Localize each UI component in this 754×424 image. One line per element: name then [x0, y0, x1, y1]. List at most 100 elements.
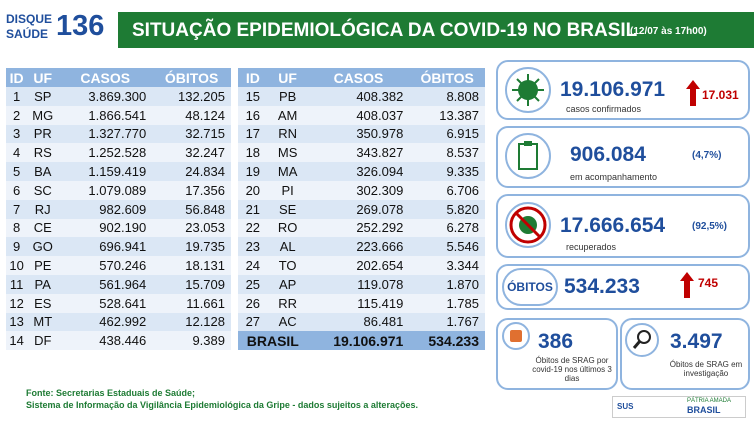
cell: MA: [267, 162, 308, 181]
cell: 22: [238, 218, 268, 238]
column-header: ÓBITOS: [152, 68, 231, 87]
cell: BRASIL: [238, 331, 308, 351]
cell: TO: [267, 256, 308, 275]
cell: GO: [27, 237, 59, 257]
cell: 56.848: [152, 199, 231, 219]
cell: 132.205: [152, 87, 231, 106]
cell: 5.820: [409, 199, 485, 219]
cell: 528.641: [58, 293, 153, 313]
cell: PR: [27, 124, 59, 144]
cell: 12: [6, 293, 28, 313]
cell: 408.037: [307, 105, 410, 125]
total-row: BRASIL 19.106.971 534.233: [238, 331, 485, 351]
cell: 1.327.770: [58, 124, 153, 144]
cell: 3.869.300: [58, 87, 153, 106]
cell: CE: [27, 218, 59, 238]
row: 7 RJ 982.609 56.848: [6, 199, 231, 219]
cell: 10: [6, 256, 28, 275]
cell: 350.978: [307, 124, 410, 144]
cell: 4: [6, 143, 28, 163]
row: 18 MS 343.827 8.537: [238, 143, 485, 163]
row: 19 MA 326.094 9.335: [238, 162, 485, 181]
cell: 1.866.541: [58, 105, 153, 125]
cell: 20: [238, 180, 268, 200]
table-states-1: ID UF CASOS ÓBITOS 1 SP 3.869.300 132.205 2 MG 1.8…: [6, 68, 231, 351]
cell: BA: [27, 162, 59, 181]
cell: MG: [27, 105, 59, 125]
cell: 6.706: [409, 180, 485, 200]
cell: 1: [6, 87, 28, 106]
card-srag-investigation: 3.497 Óbitos de SRAG em investigação: [620, 318, 750, 390]
cell: 8.808: [409, 87, 485, 106]
cell: 1.785: [409, 293, 485, 313]
cell: 6.915: [409, 124, 485, 144]
cell: AL: [267, 237, 308, 257]
cell: 11: [6, 274, 28, 294]
row: 25 AP 119.078 1.870: [238, 274, 485, 294]
cell: DF: [27, 331, 59, 351]
cell: 1.079.089: [58, 180, 153, 200]
card-recovered: 17.666.654 (92,5%) recuperados: [496, 194, 750, 258]
cell: RN: [267, 124, 308, 144]
row: 12 ES 528.641 11.661: [6, 293, 231, 313]
cell: 17.356: [152, 180, 231, 200]
cell: 24: [238, 256, 268, 275]
cell: 302.309: [307, 180, 410, 200]
cell: 269.078: [307, 199, 410, 219]
cell: AM: [267, 105, 308, 125]
cell: SE: [267, 199, 308, 219]
cell: 26: [238, 293, 268, 313]
label: Óbitos de SRAG por covid-19 nos últimos …: [532, 356, 612, 383]
row: 26 RR 115.419 1.785: [238, 293, 485, 313]
cell: 5.546: [409, 237, 485, 257]
value: 386: [538, 330, 574, 353]
row: 17 RN 350.978 6.915: [238, 124, 485, 144]
cell: 21: [238, 199, 268, 219]
row: 1 SP 3.869.300 132.205: [6, 87, 231, 106]
cell: 27: [238, 312, 268, 332]
cell: 696.941: [58, 237, 153, 257]
cell: 1.870: [409, 274, 485, 294]
row: 6 SC 1.079.089 17.356: [6, 180, 231, 200]
logo-number: 136: [56, 10, 105, 42]
row: 16 AM 408.037 13.387: [238, 105, 485, 125]
footer-source: Sistema de Informação da Vigilância Epid…: [26, 400, 418, 410]
card-srag-recent: 386 Óbitos de SRAG por covid-19 nos últi…: [496, 318, 618, 390]
cell: 32.715: [152, 124, 231, 144]
card-monitoring: 906.084 (4,7%) em acompanhamento: [496, 126, 750, 188]
cell: 8: [6, 218, 28, 238]
card-confirmed: 19.106.971 17.031 casos confirmados: [496, 60, 750, 120]
cell: RO: [267, 218, 308, 238]
cell: 462.992: [58, 312, 153, 332]
row: 24 TO 202.654 3.344: [238, 256, 485, 275]
cell: 3.344: [409, 256, 485, 275]
cell: 9.389: [152, 331, 231, 351]
cell: 570.246: [58, 256, 153, 275]
cell: RS: [27, 143, 59, 163]
label: Óbitos de SRAG em investigação: [669, 360, 743, 378]
cell: 12.128: [152, 312, 231, 332]
row: 10 PE 570.246 18.131: [6, 256, 231, 275]
cell: 9.335: [409, 162, 485, 181]
cell: PE: [27, 256, 59, 275]
cell: SP: [27, 87, 59, 106]
row: 8 CE 902.190 23.053: [6, 218, 231, 238]
cell: 252.292: [307, 218, 410, 238]
percent: (4,7%): [692, 150, 722, 161]
country: BRASIL: [687, 405, 721, 415]
title-bar: SITUAÇÃO EPIDEMIOLÓGICA DA COVID-19 NO B…: [118, 12, 754, 48]
cell: 1.159.419: [58, 162, 153, 181]
cell: 11.661: [152, 293, 231, 313]
up-arrow: [686, 80, 700, 106]
cell: 1.252.528: [58, 143, 153, 163]
row: 14 DF 438.446 9.389: [6, 331, 231, 351]
cell: 15.709: [152, 274, 231, 294]
recovered-icon: [505, 202, 551, 248]
cell: 48.124: [152, 105, 231, 125]
value: 19.106.971: [560, 78, 666, 101]
cell: ES: [27, 293, 59, 313]
row: 5 BA 1.159.419 24.834: [6, 162, 231, 181]
calendar-icon: [502, 322, 530, 350]
cell: 115.419: [307, 293, 410, 313]
